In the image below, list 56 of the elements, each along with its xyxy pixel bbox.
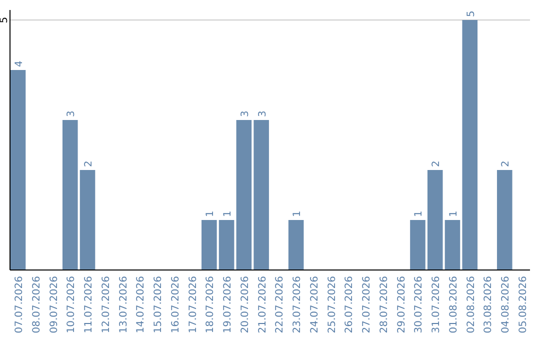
data-label: 2	[431, 160, 442, 167]
data-label: 3	[66, 110, 78, 117]
x-tick-label: 11.07.2026	[84, 276, 95, 334]
x-tick-label: 22.07.2026	[274, 276, 286, 334]
data-label: 1	[414, 210, 425, 217]
x-tick-label: 31.07.2026	[431, 276, 442, 334]
x-tick-label: 17.07.2026	[188, 276, 199, 334]
x-tick-label: 10.07.2026	[66, 276, 78, 334]
data-label: 4	[14, 60, 25, 67]
x-tick-label: 23.07.2026	[292, 276, 304, 334]
x-tick-label: 18.07.2026	[205, 276, 216, 334]
bar	[218, 220, 234, 270]
data-label: 1	[292, 210, 304, 217]
x-tick-label: 12.07.2026	[100, 276, 112, 334]
x-tick-label: 28.07.2026	[378, 276, 390, 334]
x-tick-label: 15.07.2026	[153, 276, 164, 334]
x-tick-label: 14.07.2026	[136, 276, 147, 334]
x-tick-label: 20.07.2026	[240, 276, 251, 334]
bar	[62, 120, 78, 270]
bar	[496, 170, 512, 270]
x-tick-label: 13.07.2026	[118, 276, 130, 334]
x-tick-label: 02.08.2026	[466, 276, 477, 334]
x-tick-label: 03.08.2026	[483, 276, 494, 334]
x-tick-label: 16.07.2026	[170, 276, 182, 334]
data-label: 1	[205, 210, 216, 217]
bar	[202, 220, 217, 270]
x-tick-label: 24.07.2026	[309, 276, 320, 334]
x-tick-label: 26.07.2026	[344, 276, 356, 334]
x-tick-label: 07.07.2026	[14, 276, 25, 334]
bar	[80, 170, 96, 270]
x-tick-label: 27.07.2026	[362, 276, 373, 334]
bar	[288, 220, 304, 270]
data-label: 3	[257, 110, 268, 117]
bar	[236, 120, 252, 270]
bar	[10, 70, 26, 270]
x-tick-label: 08.07.2026	[31, 276, 42, 334]
x-tick-label: 21.07.2026	[257, 276, 268, 334]
x-tick-label: 30.07.2026	[414, 276, 425, 334]
data-label: 3	[240, 110, 251, 117]
x-tick-label: 25.07.2026	[326, 276, 338, 334]
x-tick-label: 09.07.2026	[48, 276, 60, 334]
bar	[427, 170, 443, 270]
bar	[444, 220, 460, 270]
bar	[410, 220, 426, 270]
bar	[254, 120, 269, 270]
x-tick-label: 05.08.2026	[518, 276, 530, 334]
x-tick-label: 01.08.2026	[448, 276, 460, 334]
data-label: 1	[448, 210, 460, 217]
data-label: 2	[84, 160, 95, 167]
x-tick-label: 04.08.2026	[500, 276, 512, 334]
data-label: 5	[466, 10, 477, 17]
x-tick-label: 19.07.2026	[222, 276, 234, 334]
bar	[462, 20, 478, 270]
x-tick-label: 29.07.2026	[396, 276, 408, 334]
data-label: 2	[500, 160, 512, 167]
data-label: 1	[222, 210, 234, 217]
